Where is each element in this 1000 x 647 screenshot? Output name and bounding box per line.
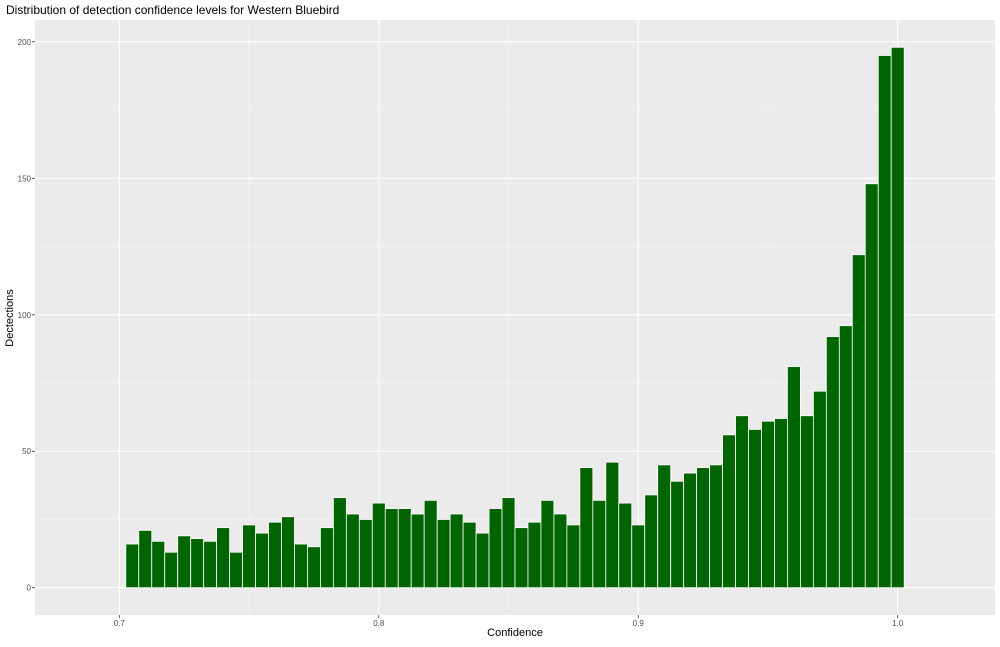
histogram-bar xyxy=(877,55,892,589)
histogram-bar xyxy=(657,464,672,589)
histogram-bar xyxy=(592,499,607,589)
histogram-bar xyxy=(670,480,685,589)
histogram-bar xyxy=(462,521,477,589)
histogram-bar xyxy=(890,46,905,589)
histogram-bar xyxy=(449,513,464,589)
x-tick-label: 0.7 xyxy=(114,619,126,628)
histogram-bar xyxy=(229,551,243,589)
histogram-bar xyxy=(825,336,840,589)
y-axis-ticks: 0 50 100 150 200 xyxy=(18,38,35,593)
x-tick-label: 0.8 xyxy=(373,619,385,628)
y-tick-label: 0 xyxy=(27,584,32,593)
histogram-bar xyxy=(709,464,723,589)
histogram-bar xyxy=(242,524,256,589)
histogram-bar xyxy=(618,502,633,589)
histogram-bar xyxy=(774,418,788,589)
histogram-bar xyxy=(579,467,594,589)
bars xyxy=(125,46,905,589)
histogram-bar xyxy=(164,551,179,589)
histogram-bar xyxy=(436,519,451,589)
histogram-bar xyxy=(397,508,412,589)
histogram-bar xyxy=(631,524,646,589)
histogram-bar xyxy=(735,415,749,589)
histogram-bar xyxy=(410,513,425,589)
y-tick-label: 200 xyxy=(18,38,32,47)
histogram-bar xyxy=(812,390,827,589)
histogram-bar xyxy=(268,521,282,589)
y-tick-label: 150 xyxy=(18,174,32,183)
histogram-bar xyxy=(203,540,218,589)
histogram-bar xyxy=(177,535,192,589)
histogram-bar xyxy=(838,325,853,589)
histogram-bar xyxy=(125,543,140,589)
histogram-bar xyxy=(151,540,166,589)
y-tick-label: 50 xyxy=(22,447,31,456)
histogram-bar xyxy=(216,527,230,589)
histogram-bar xyxy=(761,420,775,589)
histogram-bar xyxy=(553,513,568,589)
histogram-bar xyxy=(307,546,321,589)
chart-title: Distribution of detection confidence lev… xyxy=(6,3,339,17)
x-tick-label: 0.9 xyxy=(633,619,645,628)
histogram-bar xyxy=(281,516,295,589)
y-tick-label: 100 xyxy=(18,311,32,320)
x-axis-ticks: 0.7 0.8 0.9 1.0 xyxy=(114,615,904,628)
histogram-bar xyxy=(787,366,801,589)
histogram-bar xyxy=(423,499,438,589)
histogram-bar xyxy=(138,529,153,589)
histogram-bar xyxy=(384,508,399,589)
histogram-bar xyxy=(345,513,360,589)
histogram-bar xyxy=(294,543,308,589)
histogram-bar xyxy=(722,434,736,589)
histogram-bar xyxy=(800,415,814,589)
histogram-bar xyxy=(501,497,516,589)
histogram-bar xyxy=(475,532,490,589)
histogram-bar xyxy=(540,499,555,589)
histogram-bar xyxy=(683,472,698,589)
histogram-bar xyxy=(320,527,334,589)
histogram-bar xyxy=(358,519,373,589)
histogram-bar xyxy=(851,254,866,589)
histogram-bar xyxy=(605,461,620,589)
histogram-bar xyxy=(644,494,659,589)
histogram-bar xyxy=(514,527,529,589)
histogram-bar xyxy=(488,508,503,589)
histogram-bar xyxy=(696,467,710,589)
histogram-bar xyxy=(332,497,347,589)
histogram-bar xyxy=(864,183,879,589)
histogram-bar xyxy=(190,538,205,589)
histogram-bar xyxy=(748,429,762,589)
x-axis-label: Confidence xyxy=(487,627,543,639)
histogram-bar xyxy=(566,524,581,589)
x-tick-label: 1.0 xyxy=(892,619,904,628)
y-axis-label: Dectections xyxy=(4,289,16,347)
histogram-bar xyxy=(255,532,269,589)
histogram-bar xyxy=(527,521,542,589)
histogram-bar xyxy=(371,502,386,589)
